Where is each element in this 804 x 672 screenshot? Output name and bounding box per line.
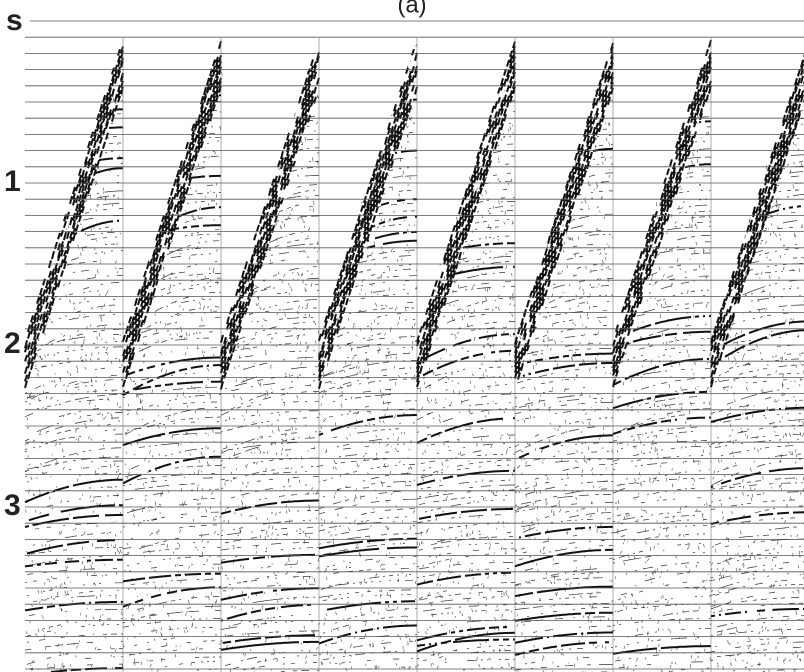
time-tick-label: 2 xyxy=(4,327,21,360)
timing-line xyxy=(25,21,804,669)
time-tick-label: 1 xyxy=(4,165,21,198)
panel-label: (a) xyxy=(397,0,426,18)
time-unit: s xyxy=(6,4,23,37)
time-tick-label: 3 xyxy=(4,489,21,522)
seismic-figure: (a) s 1 2 3 xyxy=(0,0,804,672)
timing-lines xyxy=(25,21,804,669)
